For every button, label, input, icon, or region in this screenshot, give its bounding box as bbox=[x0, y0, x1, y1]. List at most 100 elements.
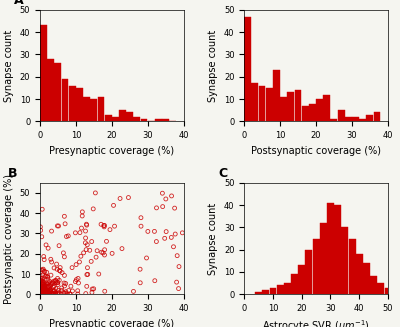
Point bbox=[78, 225, 85, 231]
Point bbox=[37, 286, 44, 292]
Bar bbox=[294, 90, 301, 121]
Point bbox=[52, 290, 58, 295]
Point bbox=[37, 288, 44, 293]
Point bbox=[50, 291, 56, 296]
Bar bbox=[363, 263, 370, 294]
Point bbox=[137, 280, 144, 285]
Point bbox=[174, 280, 180, 285]
Point bbox=[39, 280, 46, 285]
Point bbox=[48, 273, 54, 278]
Point bbox=[143, 255, 150, 261]
Point bbox=[75, 276, 81, 281]
Point bbox=[88, 239, 95, 244]
Point bbox=[38, 228, 44, 233]
Point bbox=[101, 252, 108, 258]
Point bbox=[44, 291, 50, 296]
Point bbox=[125, 195, 132, 200]
Bar bbox=[134, 117, 140, 121]
Point bbox=[50, 292, 57, 297]
Point bbox=[176, 264, 182, 269]
Point bbox=[53, 291, 59, 296]
Bar bbox=[366, 115, 373, 121]
Bar bbox=[309, 104, 316, 121]
Point bbox=[38, 285, 44, 290]
Point bbox=[54, 267, 60, 272]
Point bbox=[39, 287, 46, 292]
Bar bbox=[302, 106, 308, 121]
Point bbox=[44, 288, 50, 294]
Point bbox=[48, 288, 54, 294]
Point bbox=[98, 250, 105, 255]
Point bbox=[153, 205, 160, 211]
Point bbox=[101, 223, 108, 228]
Point bbox=[39, 286, 45, 291]
Point bbox=[66, 291, 73, 297]
Bar bbox=[374, 112, 380, 121]
Bar bbox=[69, 86, 76, 121]
Point bbox=[40, 254, 47, 259]
Point bbox=[110, 203, 117, 208]
Point bbox=[42, 287, 48, 292]
Point bbox=[58, 288, 65, 293]
Point bbox=[84, 242, 90, 247]
Point bbox=[38, 291, 45, 296]
Point bbox=[39, 286, 45, 291]
Point bbox=[60, 290, 67, 295]
Point bbox=[40, 291, 47, 296]
Bar bbox=[112, 117, 119, 121]
Point bbox=[50, 292, 56, 297]
Point bbox=[38, 285, 45, 290]
Point bbox=[52, 278, 59, 283]
Point bbox=[153, 239, 160, 244]
Point bbox=[42, 274, 48, 279]
Point bbox=[44, 287, 51, 292]
Point bbox=[39, 291, 45, 296]
Point bbox=[38, 291, 44, 297]
Bar bbox=[244, 16, 251, 121]
Point bbox=[53, 262, 60, 267]
Point bbox=[41, 286, 47, 291]
Point bbox=[53, 278, 59, 284]
Point bbox=[174, 253, 180, 258]
Point bbox=[96, 271, 102, 277]
Bar bbox=[334, 205, 341, 294]
X-axis label: Postsynaptic coverage (%): Postsynaptic coverage (%) bbox=[251, 146, 381, 156]
Bar bbox=[323, 95, 330, 121]
Point bbox=[73, 262, 79, 267]
Point bbox=[37, 289, 44, 294]
Point bbox=[145, 229, 151, 234]
Bar bbox=[352, 117, 359, 121]
Point bbox=[65, 233, 72, 238]
Point bbox=[46, 282, 52, 287]
Point bbox=[58, 285, 65, 291]
Bar bbox=[345, 117, 352, 121]
Point bbox=[44, 291, 51, 296]
Point bbox=[64, 291, 71, 297]
Point bbox=[40, 272, 46, 278]
Point bbox=[44, 291, 51, 296]
Point bbox=[55, 280, 61, 285]
Bar bbox=[284, 283, 291, 294]
Point bbox=[138, 215, 144, 220]
Point bbox=[88, 259, 94, 264]
Point bbox=[41, 280, 47, 285]
Point bbox=[67, 292, 74, 297]
Point bbox=[83, 247, 89, 252]
Point bbox=[44, 270, 50, 275]
Point bbox=[40, 267, 46, 273]
Bar bbox=[370, 276, 377, 294]
Point bbox=[50, 281, 56, 286]
Point bbox=[41, 291, 48, 296]
Bar bbox=[287, 92, 294, 121]
X-axis label: Presynaptic coverage (%): Presynaptic coverage (%) bbox=[49, 146, 174, 156]
Point bbox=[38, 278, 44, 283]
Point bbox=[40, 282, 46, 287]
Point bbox=[89, 286, 95, 292]
Point bbox=[66, 288, 72, 293]
Bar bbox=[83, 97, 90, 121]
Point bbox=[103, 239, 110, 244]
Point bbox=[40, 282, 46, 287]
Point bbox=[62, 290, 69, 296]
Point bbox=[45, 290, 51, 295]
Y-axis label: Synapse count: Synapse count bbox=[4, 29, 14, 102]
